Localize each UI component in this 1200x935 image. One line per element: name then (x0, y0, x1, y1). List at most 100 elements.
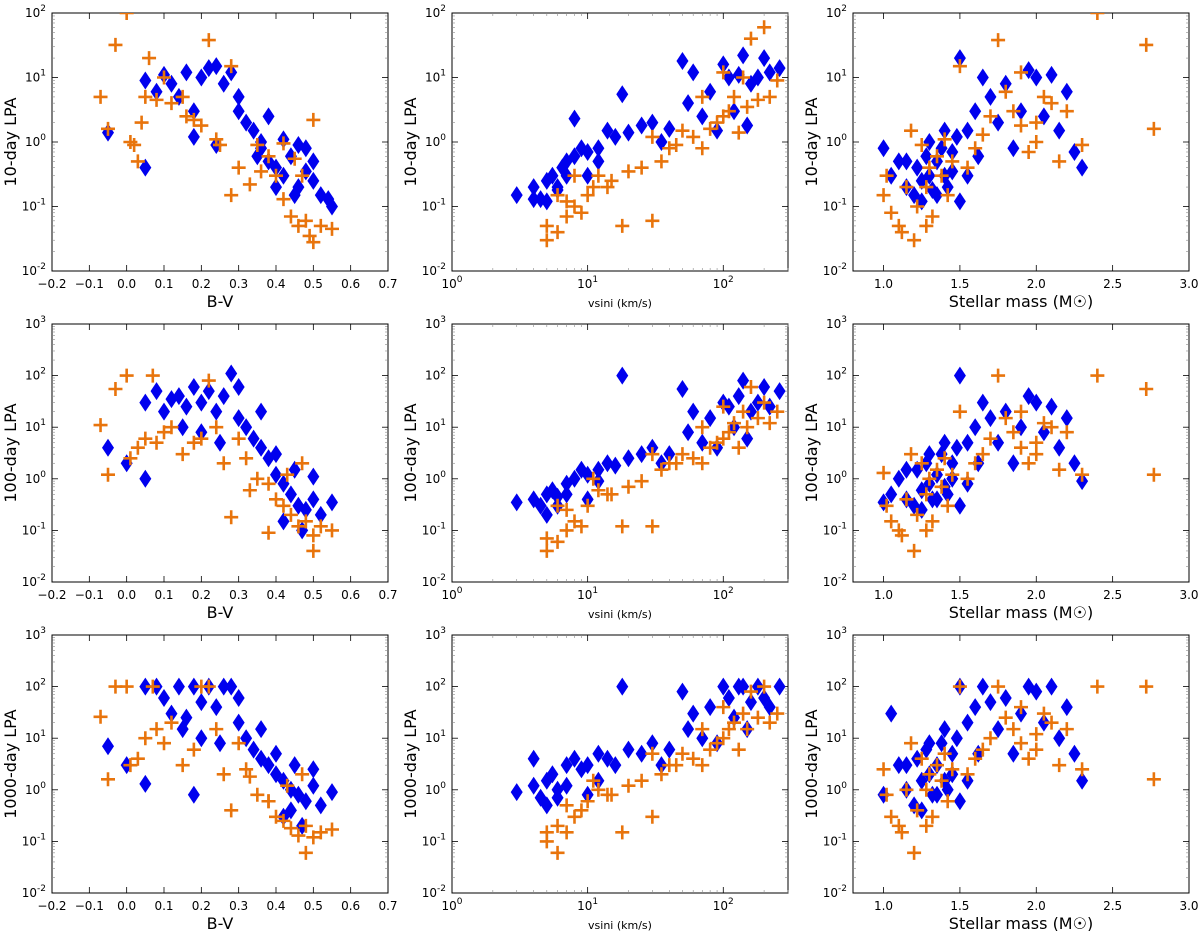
plus-point (134, 115, 149, 130)
plus-point (157, 425, 171, 440)
diamond-point (682, 94, 695, 113)
x-tick-label: 0.4 (266, 899, 285, 913)
plus-point (574, 205, 589, 220)
diamond-point (758, 49, 771, 68)
plus-point (213, 137, 227, 152)
plus-point (686, 129, 701, 144)
plus-point (130, 751, 145, 766)
diamond-point (592, 460, 605, 479)
x-tick-label: 2.5 (1103, 277, 1122, 291)
diamond-point (150, 82, 163, 101)
plus-point (1021, 751, 1036, 766)
diamond-point (581, 756, 594, 775)
diamond-point (773, 677, 786, 696)
diamond-point (717, 677, 730, 696)
plus-point (645, 809, 660, 824)
diamond-point (158, 402, 170, 421)
y-tick-label: 10-1 (823, 198, 847, 214)
diamond-point (961, 166, 974, 185)
plus-point (721, 104, 736, 119)
y-axis-label: 1000-day LPA (1, 709, 20, 819)
diamond-point (923, 734, 936, 753)
plus-point (1014, 440, 1028, 455)
plus-point (1075, 467, 1090, 482)
diamond-point (931, 186, 943, 205)
plus-point (750, 411, 765, 426)
plot-area (93, 677, 339, 860)
plot-area (876, 366, 1161, 558)
x-tick-label: 100 (441, 897, 462, 913)
y-tick-label: 101 (25, 729, 46, 745)
x-tick-label: 0.5 (304, 588, 323, 602)
diamond-point (560, 756, 573, 775)
plus-point (894, 225, 909, 240)
plus-point (686, 751, 701, 766)
diamond-point (646, 113, 659, 132)
y-tick-label: 101 (826, 69, 847, 85)
panel-p32: 10-2 10-1 100 101 102 103 100 101 102 vsini (km/s… (401, 626, 789, 932)
diamond-point (176, 720, 189, 739)
plus-point (983, 731, 998, 746)
y-tick-label: 103 (425, 315, 446, 331)
plus-point (550, 498, 565, 513)
plus-point (108, 37, 123, 52)
diamond-point (284, 485, 297, 504)
y-tick-label: 10-1 (823, 832, 847, 848)
plus-point (591, 483, 606, 498)
y-axis-label: 10-day LPA (802, 97, 821, 186)
plus-point (934, 479, 949, 494)
diamond-point (1007, 139, 1020, 158)
diamond-point (976, 68, 989, 87)
x-tick-label: 0.1 (154, 277, 173, 291)
plus-point (201, 33, 216, 48)
diamond-point (592, 472, 605, 491)
y-tick-label: 10-1 (422, 832, 446, 848)
plus-point (750, 710, 765, 725)
plus-point (1029, 742, 1044, 757)
x-tick-label: 2.5 (1103, 588, 1122, 602)
plus-point (325, 523, 339, 538)
plus-point (1146, 467, 1161, 482)
plus-point (703, 742, 718, 757)
diamond-point (923, 133, 936, 151)
plus-point (101, 772, 115, 787)
diamond-point (232, 378, 245, 397)
plus-point (295, 168, 310, 183)
y-tick-label: 103 (826, 315, 847, 331)
plus-point (937, 746, 952, 761)
plus-point (770, 706, 785, 721)
y-tick-label: 102 (425, 367, 446, 383)
plus-point (937, 451, 952, 466)
diamond-point (953, 49, 966, 68)
plus-point (306, 112, 321, 127)
diamond-point (1030, 68, 1043, 87)
y-tick-label: 100 (425, 133, 446, 149)
diamond-point (941, 485, 954, 504)
y-tick-label: 101 (425, 729, 446, 745)
plus-point (1052, 154, 1067, 169)
diamond-point (546, 166, 559, 185)
plus-point (559, 502, 574, 517)
plus-point (291, 218, 306, 233)
diamond-point (946, 744, 959, 763)
plus-point (654, 462, 669, 477)
plus-point (242, 483, 257, 498)
plus-point (539, 543, 554, 558)
diamond-point (240, 418, 253, 437)
plus-point (899, 492, 914, 507)
plot-frame (51, 323, 389, 583)
plus-point (586, 471, 601, 486)
diamond-point (299, 139, 312, 158)
diamond-point (773, 382, 786, 401)
diamond-point (1045, 677, 1058, 696)
plus-point (669, 137, 684, 152)
diamond-point (616, 85, 629, 104)
diamond-point (744, 402, 757, 421)
diamond-point (687, 704, 700, 723)
diamond-point (877, 139, 890, 158)
diamond-point (560, 166, 573, 185)
plus-point (695, 420, 710, 435)
plus-point (743, 684, 758, 699)
diamond-point (622, 123, 635, 142)
